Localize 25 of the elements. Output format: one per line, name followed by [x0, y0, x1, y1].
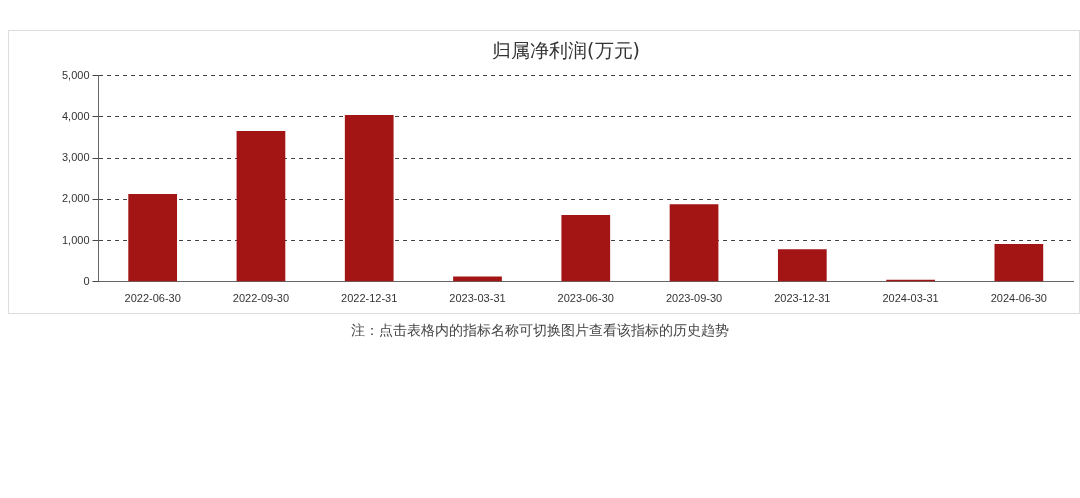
y-tick-label: 3,000	[62, 151, 90, 164]
x-tick-label: 2024-03-31	[882, 292, 939, 305]
x-tick-label: 2023-06-30	[557, 292, 614, 305]
y-tick-label: 5,000	[62, 68, 90, 81]
y-tick-label: 0	[83, 274, 90, 287]
bar	[236, 131, 286, 282]
bar	[453, 276, 502, 282]
x-tick-label: 2023-12-31	[774, 292, 831, 305]
y-tick-label: 1,000	[62, 233, 90, 246]
x-tick-label: 2022-12-31	[341, 292, 398, 305]
bar	[994, 243, 1044, 282]
x-tick-label: 2022-06-30	[124, 292, 181, 305]
chart-title: 归属净利润(万元)	[492, 39, 640, 62]
bar	[344, 114, 394, 282]
x-tick-label: 2023-09-30	[665, 292, 723, 305]
y-tick-label: 2,000	[62, 192, 90, 205]
bar	[561, 215, 611, 282]
bar	[128, 194, 178, 282]
x-tick-label: 2023-03-31	[449, 292, 506, 305]
x-tick-label: 2024-06-30	[990, 292, 1047, 305]
bar	[777, 249, 827, 282]
y-tick-label: 4,000	[62, 110, 90, 123]
text: 注：点击表格内的指标名称可切换图片查看该指标的历史趋势	[350, 322, 730, 340]
bar	[669, 204, 719, 282]
x-tick-label: 2022-09-30	[232, 292, 290, 305]
